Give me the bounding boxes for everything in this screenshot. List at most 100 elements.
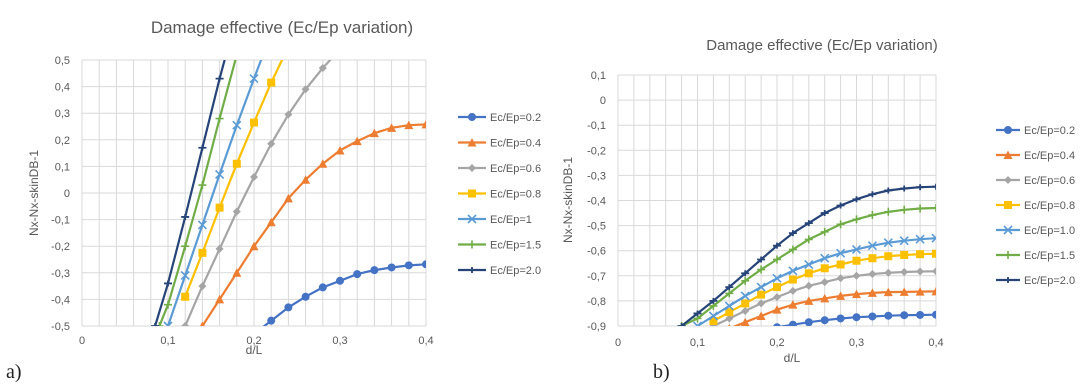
data-point xyxy=(284,43,292,51)
data-point xyxy=(233,51,241,59)
data-point xyxy=(387,263,396,272)
legend-label: Ec/Ep=0.6 xyxy=(1024,175,1075,187)
y-tick-label: 0 xyxy=(64,188,70,200)
x-tick-label: 0,1 xyxy=(160,335,175,347)
data-point xyxy=(740,291,750,301)
chart-title: Damage effective (Ec/Ep variation) xyxy=(706,37,938,54)
series-line xyxy=(154,60,226,326)
legend-marker xyxy=(468,189,476,198)
y-tick-label: 0,4 xyxy=(55,82,70,94)
series xyxy=(200,119,426,326)
data-point xyxy=(215,75,224,82)
series xyxy=(773,310,936,326)
legend-item: Ec/Ep=1.0 xyxy=(996,225,1075,237)
legend-label: Ec/Ep=1.5 xyxy=(490,240,541,252)
legend-item: Ec/Ep=0.2 xyxy=(458,112,541,124)
data-point xyxy=(884,207,893,216)
y-tick-label: -0,7 xyxy=(587,271,606,283)
data-point xyxy=(836,202,845,209)
data-point xyxy=(284,110,293,119)
data-point xyxy=(200,321,205,326)
data-point xyxy=(884,268,893,277)
data-point xyxy=(741,276,750,285)
data-point xyxy=(224,44,232,50)
y-tick-label: -0,2 xyxy=(587,145,606,157)
x-tick-label: 0,1 xyxy=(690,337,705,349)
panel-label-a: a) xyxy=(6,361,22,383)
data-point xyxy=(788,320,797,326)
legend-item: Ec/Ep=0.2 xyxy=(996,125,1075,137)
data-point xyxy=(301,85,310,94)
data-point xyxy=(181,213,190,220)
data-point xyxy=(867,241,877,251)
data-point xyxy=(852,289,861,299)
y-axis-label: Nx-Nx-skinDB-1 xyxy=(561,157,575,243)
y-tick-label: 0,2 xyxy=(55,135,70,147)
legend-label: Ec/Ep=0.4 xyxy=(1024,150,1075,162)
data-point xyxy=(932,267,936,276)
series-line xyxy=(696,237,936,326)
y-tick-label: -0,8 xyxy=(587,296,606,308)
data-point xyxy=(915,287,925,296)
data-point xyxy=(804,220,813,227)
data-point xyxy=(852,313,861,322)
legend-item: Ec/Ep=2.0 xyxy=(458,265,541,277)
legend-label: Ec/Ep=2.0 xyxy=(1024,275,1075,287)
data-point xyxy=(740,317,750,326)
data-point xyxy=(283,193,293,203)
data-point xyxy=(757,256,766,263)
plot-area xyxy=(151,43,426,326)
data-point xyxy=(931,286,936,296)
x-tick-label: 0,2 xyxy=(769,337,784,349)
series xyxy=(262,260,426,326)
x-tick-label: 0 xyxy=(79,335,85,347)
series xyxy=(677,183,936,326)
series xyxy=(151,44,232,326)
y-tick-label: 0 xyxy=(600,95,606,107)
series xyxy=(728,286,936,326)
data-point xyxy=(215,294,225,304)
data-point xyxy=(820,227,829,236)
data-point xyxy=(804,281,813,290)
data-point xyxy=(820,210,829,217)
x-axis-label: d/L xyxy=(246,343,263,357)
data-point xyxy=(164,300,172,309)
legend-label: Ec/Ep=0.8 xyxy=(490,189,541,201)
legend-label: Ec/Ep=0.8 xyxy=(1024,200,1075,212)
legend-label: Ec/Ep=0.4 xyxy=(490,138,541,150)
data-point xyxy=(421,119,426,129)
legend-item: Ec/Ep=1.5 xyxy=(458,240,541,252)
data-point xyxy=(932,204,936,213)
plot-area xyxy=(677,183,936,326)
data-point xyxy=(335,145,345,155)
series xyxy=(692,233,936,326)
data-point xyxy=(164,280,172,287)
legend-item: Ec/Ep=1.5 xyxy=(996,250,1075,262)
legend-marker xyxy=(1004,176,1012,184)
data-point xyxy=(198,248,207,257)
data-point xyxy=(215,114,224,123)
data-point xyxy=(692,321,703,326)
y-tick-label: -0,4 xyxy=(587,196,606,208)
data-point xyxy=(353,270,362,279)
legend-label: Ec/Ep=1 xyxy=(490,214,532,226)
data-point xyxy=(931,233,936,243)
data-point xyxy=(820,264,829,273)
legend-item: Ec/Ep=0.6 xyxy=(458,163,541,175)
data-point xyxy=(249,241,259,251)
data-point xyxy=(250,173,258,182)
data-point xyxy=(804,259,814,270)
legend-item: Ec/Ep=0.4 xyxy=(996,150,1075,162)
legend-item: Ec/Ep=1 xyxy=(458,214,532,226)
series-line xyxy=(732,290,936,326)
data-point xyxy=(336,45,344,53)
data-point xyxy=(215,169,225,179)
data-point xyxy=(709,297,718,304)
legend-item: Ec/Ep=0.8 xyxy=(458,189,541,201)
y-tick-label: 0,1 xyxy=(55,161,70,173)
data-point xyxy=(836,248,846,258)
series xyxy=(181,43,292,301)
data-point xyxy=(884,311,893,320)
data-point xyxy=(916,184,925,191)
legend-label: Ec/Ep=1.0 xyxy=(1024,225,1075,237)
